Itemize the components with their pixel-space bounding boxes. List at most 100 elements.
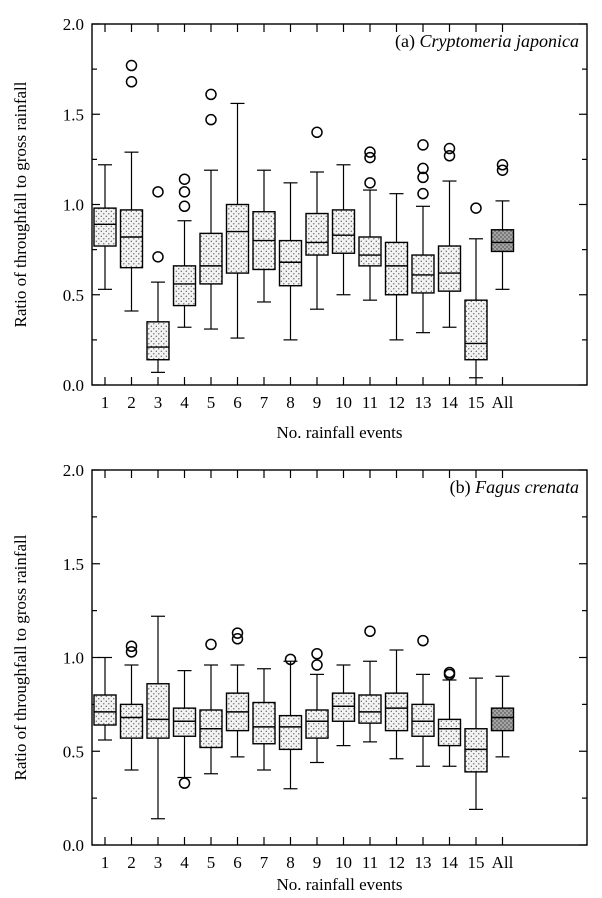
iqr-box [331, 692, 356, 722]
x-tick-label: 2 [127, 393, 136, 412]
outlier-point [231, 627, 244, 639]
x-tick-label: 15 [468, 853, 485, 872]
outlier-point [125, 76, 138, 88]
box-All: All [490, 24, 515, 412]
iqr-box [437, 718, 462, 747]
outlier-point [125, 640, 138, 652]
iqr-box [411, 703, 435, 737]
iqr-box [119, 703, 144, 739]
outlier-point [417, 139, 429, 151]
outlier-point [284, 653, 297, 666]
outlier-point [311, 126, 323, 139]
x-tick-label: 12 [388, 393, 405, 412]
x-tick-label: 9 [313, 853, 322, 872]
box-5: 5 [199, 470, 223, 872]
outlier-point [443, 150, 456, 162]
panel-label: (b) Fagus crenata [450, 477, 579, 498]
y-tick-label: 1.0 [63, 649, 84, 668]
x-tick-label: 6 [233, 853, 242, 872]
outlier-point [178, 777, 191, 789]
x-tick-label: 14 [441, 393, 459, 412]
iqr-box [490, 229, 515, 253]
iqr-box [93, 207, 117, 247]
iqr-box [411, 254, 435, 294]
box-11: 11 [358, 470, 382, 872]
outlier-point [417, 171, 429, 184]
outlier-point [178, 186, 191, 198]
box-15: 15 [464, 470, 488, 872]
box-6: 6 [225, 24, 250, 412]
box-12: 12 [384, 470, 409, 872]
iqr-box [119, 209, 144, 269]
outlier-point [205, 113, 217, 126]
panel-a-cryptomeria-japonica: 0.0 0.5 1.0 1.5 2.0 Ratio of throughfall to g… [11, 15, 588, 442]
panel-label: (a) Cryptomeria japonica [395, 31, 579, 52]
outlier-point [178, 173, 191, 185]
box-8: 8 [278, 470, 303, 872]
x-tick-label: All [492, 853, 514, 872]
iqr-box [384, 241, 409, 296]
iqr-box [172, 707, 197, 737]
panel-label-species: Cryptomeria japonica [420, 31, 580, 51]
outlier-point [364, 151, 376, 164]
iqr-box [225, 203, 250, 274]
panel-label-prefix: (a) [395, 31, 419, 52]
y-tick-label: 0.0 [63, 836, 84, 855]
x-tick-label: 15 [468, 393, 485, 412]
box-8: 8 [278, 24, 303, 412]
outlier-point [311, 659, 323, 671]
box-6: 6 [225, 470, 250, 872]
box-1: 1 [93, 470, 117, 872]
panel-b-fagus-crenata: 0.0 0.5 1.0 1.5 2.0 Ratio of throughfall to g… [11, 461, 588, 894]
y-tick-label: 2.0 [63, 15, 84, 34]
box-13: 13 [411, 24, 435, 412]
x-tick-label: 5 [207, 853, 216, 872]
outlier-point [417, 187, 429, 200]
box-9: 9 [305, 470, 329, 872]
outlier-point [496, 164, 509, 176]
x-tick-label: 11 [362, 393, 378, 412]
outlier-point [443, 142, 456, 155]
outlier-point [152, 186, 164, 198]
x-tick-label: 4 [180, 853, 189, 872]
iqr-box [172, 265, 197, 307]
outlier-point [125, 646, 138, 658]
iqr-box [384, 692, 409, 732]
x-tick-label: 10 [335, 393, 352, 412]
outlier-point [417, 634, 429, 647]
outlier-point [178, 200, 191, 213]
iqr-box [464, 728, 488, 773]
y-tick-label: 0.0 [63, 376, 84, 395]
iqr-box [490, 707, 515, 732]
x-tick-label: 14 [441, 853, 459, 872]
iqr-box [252, 701, 276, 745]
y-tick-label: 2.0 [63, 461, 84, 480]
outlier-point [125, 59, 138, 72]
box-15: 15 [464, 24, 488, 412]
outlier-point [231, 633, 244, 645]
box-10: 10 [331, 24, 356, 412]
outlier-point [364, 146, 376, 158]
box-2: 2 [119, 470, 144, 872]
x-tick-label: 8 [286, 853, 295, 872]
box-7: 7 [252, 470, 276, 872]
outlier-point [364, 625, 376, 637]
box-7: 7 [252, 24, 276, 412]
box-13: 13 [411, 470, 435, 872]
outlier-point [311, 648, 323, 660]
iqr-box [331, 209, 356, 254]
box-2: 2 [119, 24, 144, 412]
y-axis-title: Ratio of throughfall to gross rainfall [11, 534, 30, 780]
box-4: 4 [172, 24, 197, 412]
iqr-box [278, 239, 303, 287]
outlier-point [205, 638, 217, 651]
outlier-point [205, 88, 217, 101]
box-9: 9 [305, 24, 329, 412]
outlier-point [470, 202, 482, 214]
x-tick-label: 11 [362, 853, 378, 872]
box-11: 11 [358, 24, 382, 412]
iqr-box [358, 236, 382, 267]
y-tick-label: 0.5 [63, 742, 84, 761]
iqr-box [437, 245, 462, 292]
iqr-box [464, 299, 488, 361]
